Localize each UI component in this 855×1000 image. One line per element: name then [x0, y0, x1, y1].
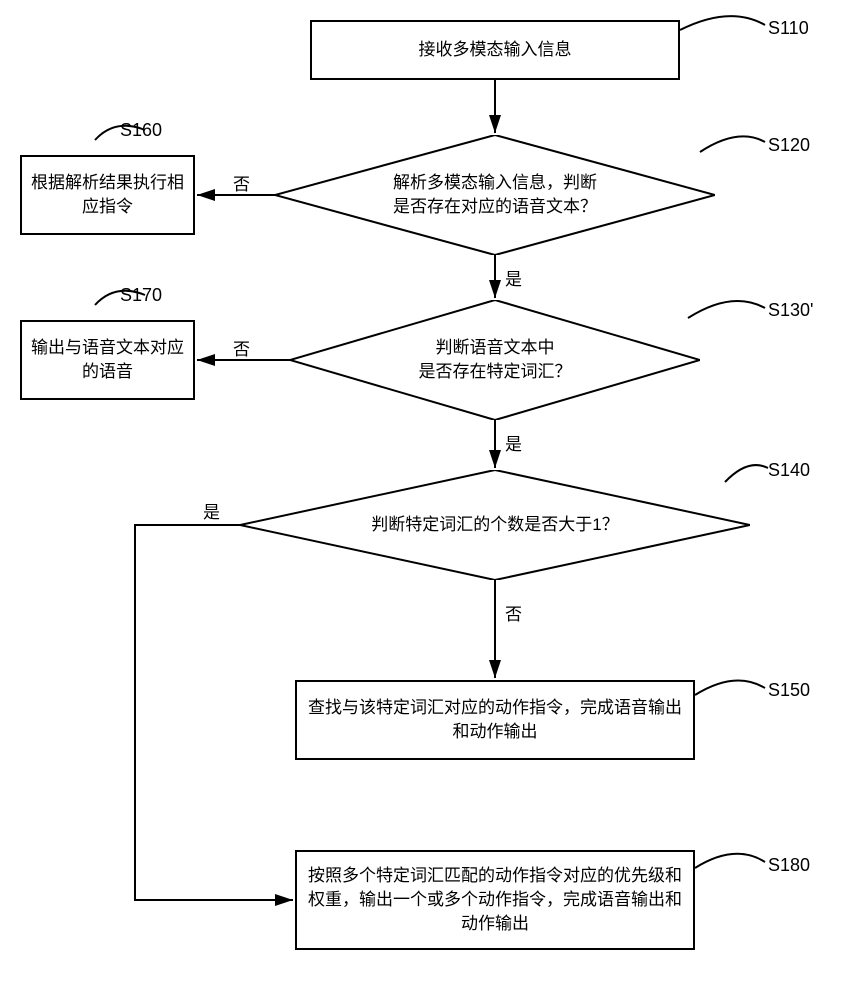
edge-s140-yes: 是 [203, 498, 220, 523]
step-s150: S150 [768, 680, 810, 701]
node-s160: 根据解析结果执行相应指令 [20, 155, 195, 235]
node-s130: 判断语音文本中 是否存在特定词汇？ [290, 300, 700, 420]
step-s170: S170 [120, 285, 162, 306]
step-s110: S110 [768, 18, 809, 39]
node-s140: 判断特定词汇的个数是否大于1？ [240, 470, 750, 580]
edge-s130-no: 否 [233, 335, 250, 360]
node-s140-label: 判断特定词汇的个数是否大于1？ [240, 470, 750, 580]
step-s160: S160 [120, 120, 162, 141]
node-s160-label: 根据解析结果执行相应指令 [30, 171, 185, 219]
step-s120: S120 [768, 135, 810, 156]
edge-s130-yes: 是 [505, 430, 522, 455]
edge-s120-yes: 是 [505, 265, 522, 290]
step-s140: S140 [768, 460, 810, 481]
node-s120-label: 解析多模态输入信息，判断 是否存在对应的语音文本？ [275, 135, 715, 255]
node-s180-label: 按照多个特定词汇匹配的动作指令对应的优先级和权重，输出一个或多个动作指令，完成语… [305, 864, 685, 935]
node-s150-label: 查找与该特定词汇对应的动作指令，完成语音输出和动作输出 [305, 696, 685, 744]
node-s180: 按照多个特定词汇匹配的动作指令对应的优先级和权重，输出一个或多个动作指令，完成语… [295, 850, 695, 950]
step-s130: S130' [768, 300, 813, 321]
node-s120: 解析多模态输入信息，判断 是否存在对应的语音文本？ [275, 135, 715, 255]
edge-s140-no: 否 [505, 600, 522, 625]
node-s110: 接收多模态输入信息 [310, 20, 680, 80]
node-s150: 查找与该特定词汇对应的动作指令，完成语音输出和动作输出 [295, 680, 695, 760]
step-s180: S180 [768, 855, 810, 876]
node-s110-label: 接收多模态输入信息 [419, 38, 572, 62]
node-s170-label: 输出与语音文本对应的语音 [30, 336, 185, 384]
edge-s120-no: 否 [233, 170, 250, 195]
node-s170: 输出与语音文本对应的语音 [20, 320, 195, 400]
node-s130-label: 判断语音文本中 是否存在特定词汇？ [290, 300, 700, 420]
